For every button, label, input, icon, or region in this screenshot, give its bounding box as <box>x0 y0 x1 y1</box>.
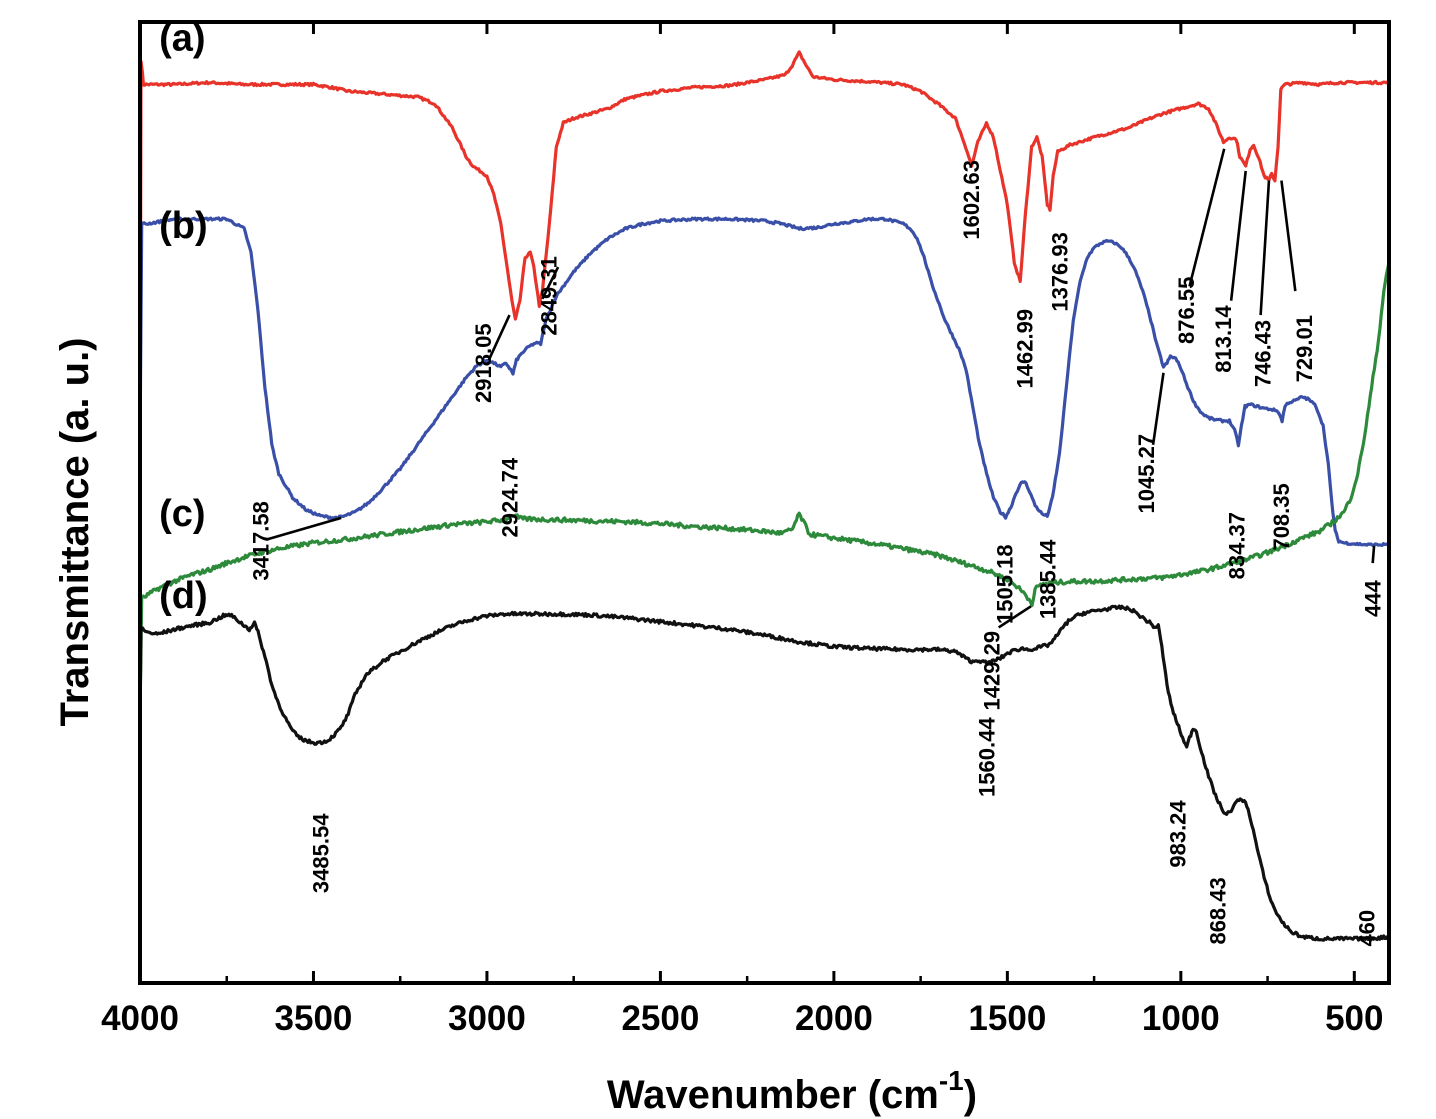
panel-label-layer: (a) (b) (c) (d) <box>159 17 208 616</box>
panel-label: (a) <box>159 17 205 59</box>
peak-label: 1385.44 <box>1035 539 1060 619</box>
x-axis-label: Wavenumber (cm-1) <box>607 1065 977 1117</box>
peak-label: 1602.63 <box>959 160 984 240</box>
series-line-1 <box>138 50 1390 493</box>
series-line-4 <box>138 604 1390 942</box>
peak-leader-line <box>1371 545 1376 564</box>
peak-label: 746.43 <box>1250 320 1275 387</box>
peak-label: 1045.27 <box>1134 434 1159 514</box>
panel-label: (c) <box>159 493 205 535</box>
x-tick-label: 3000 <box>448 999 526 1038</box>
x-tick-label: 4000 <box>101 999 179 1038</box>
peak-label: 876.55 <box>1174 277 1199 344</box>
peak-leader-line <box>997 605 1032 629</box>
peak-label: 1429.29 <box>980 631 1005 711</box>
peak-leader-line <box>1280 180 1297 292</box>
panel-label: (d) <box>159 575 208 617</box>
series-line-2 <box>138 216 1390 548</box>
peak-label: 1462.99 <box>1013 309 1038 389</box>
plot-frame <box>138 20 1391 985</box>
peak-leader-line <box>1188 148 1226 287</box>
peak-label: 2924.74 <box>498 457 523 537</box>
x-axis-label-main: Wavenumber (cm <box>607 1073 939 1117</box>
x-tick-label: 1000 <box>1142 999 1220 1038</box>
panel-label: (b) <box>159 205 208 247</box>
peak-label: 1560.44 <box>975 717 1000 797</box>
peak-label: 3485.54 <box>308 813 333 893</box>
peak-label: 708.35 <box>1269 483 1294 550</box>
peak-label: 813.14 <box>1211 305 1236 373</box>
peak-label: 460 <box>1354 910 1379 947</box>
x-tick-label: 2500 <box>621 999 699 1038</box>
x-axis-label-end: ) <box>964 1073 977 1117</box>
peak-leader-line <box>1151 372 1165 446</box>
peak-label: 3417.58 <box>248 501 273 581</box>
x-tick-label: 2000 <box>795 999 873 1038</box>
peak-label: 2849.31 <box>537 256 562 336</box>
peak-label: 983.24 <box>1165 800 1190 868</box>
peak-leader-line <box>541 266 560 300</box>
peak-label-layer: 2918.05 2849.31 2924.74 3417.58 1602.63 1462.… <box>248 148 1386 947</box>
series-line-3 <box>138 261 1391 714</box>
peak-label: 729.01 <box>1292 315 1317 382</box>
peak-leader-line <box>268 516 342 541</box>
series-layer <box>138 50 1391 942</box>
peak-label: 1505.18 <box>993 544 1018 624</box>
peak-label: 2918.05 <box>471 323 496 403</box>
peak-label: 868.43 <box>1205 877 1230 944</box>
peak-leader-line <box>487 314 511 361</box>
x-axis-ticks: 4000 3500 3000 2500 2000 1500 1000 500 <box>101 22 1384 1038</box>
peak-label: 1376.93 <box>1047 232 1072 312</box>
y-axis-label: Transmittance (a. u.) <box>53 338 97 727</box>
x-axis-label-sup: -1 <box>939 1065 964 1096</box>
x-tick-label: 500 <box>1325 999 1383 1038</box>
peak-label: 444 <box>1361 579 1386 616</box>
peak-leader-line <box>1259 180 1271 316</box>
x-tick-label: 1500 <box>968 999 1046 1038</box>
peak-leader-line <box>1229 170 1248 301</box>
peak-label: 834.37 <box>1224 512 1249 579</box>
x-tick-label: 3500 <box>275 999 353 1038</box>
